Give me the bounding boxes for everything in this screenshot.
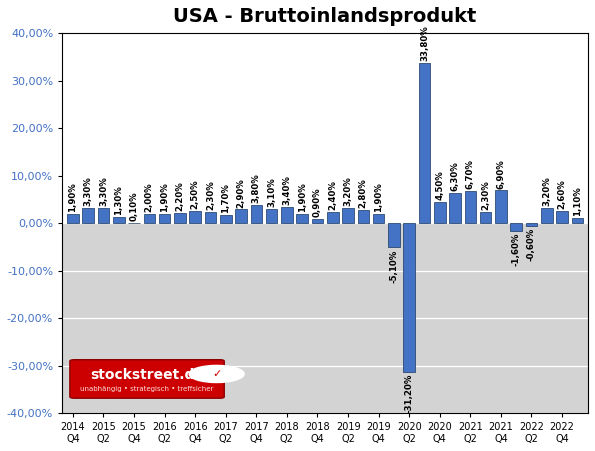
Text: 2,30%: 2,30% bbox=[206, 181, 215, 211]
Text: 2,90%: 2,90% bbox=[237, 178, 246, 207]
Bar bbox=[250, 205, 262, 223]
Text: 2,50%: 2,50% bbox=[191, 180, 200, 209]
Text: 1,10%: 1,10% bbox=[573, 186, 582, 216]
Circle shape bbox=[189, 365, 244, 382]
Text: 1,30%: 1,30% bbox=[114, 185, 123, 215]
Bar bbox=[67, 214, 79, 223]
Bar bbox=[327, 212, 339, 223]
Bar bbox=[312, 219, 323, 223]
Bar bbox=[83, 207, 94, 223]
Bar bbox=[62, 33, 588, 223]
Text: -1,60%: -1,60% bbox=[512, 233, 521, 266]
Text: 1,90%: 1,90% bbox=[298, 183, 306, 212]
Bar bbox=[358, 210, 369, 223]
Bar bbox=[98, 207, 109, 223]
Text: unabhängig • strategisch • treffsicher: unabhängig • strategisch • treffsicher bbox=[80, 386, 214, 392]
Text: 1,90%: 1,90% bbox=[374, 183, 383, 212]
Text: 3,30%: 3,30% bbox=[84, 176, 93, 206]
Bar bbox=[480, 212, 491, 223]
Text: 2,00%: 2,00% bbox=[145, 182, 154, 212]
Text: stockstreet.de: stockstreet.de bbox=[90, 368, 204, 382]
Bar bbox=[143, 214, 155, 223]
Bar bbox=[174, 213, 186, 223]
Text: 1,90%: 1,90% bbox=[68, 183, 77, 212]
Text: 3,10%: 3,10% bbox=[267, 177, 276, 207]
Text: ✓: ✓ bbox=[212, 369, 221, 379]
Text: 1,90%: 1,90% bbox=[160, 183, 169, 212]
Text: -0,60%: -0,60% bbox=[527, 228, 536, 261]
Bar bbox=[465, 191, 476, 223]
Bar bbox=[572, 218, 583, 223]
Bar bbox=[296, 214, 308, 223]
FancyBboxPatch shape bbox=[70, 360, 224, 398]
Text: 1,70%: 1,70% bbox=[221, 184, 230, 213]
Bar bbox=[236, 209, 247, 223]
Bar bbox=[556, 211, 568, 223]
Bar bbox=[373, 214, 384, 223]
Text: 2,40%: 2,40% bbox=[328, 180, 337, 210]
Text: -31,20%: -31,20% bbox=[405, 373, 414, 413]
Text: 6,90%: 6,90% bbox=[496, 159, 505, 189]
Bar bbox=[403, 223, 415, 372]
Bar bbox=[220, 215, 231, 223]
Bar bbox=[388, 223, 400, 248]
Bar bbox=[449, 193, 461, 223]
Bar bbox=[526, 223, 537, 226]
Bar bbox=[419, 63, 430, 223]
Text: -5,10%: -5,10% bbox=[389, 249, 399, 283]
Text: 33,80%: 33,80% bbox=[420, 25, 429, 60]
Text: 2,20%: 2,20% bbox=[176, 181, 184, 211]
Text: 2,30%: 2,30% bbox=[481, 181, 490, 211]
Text: 6,30%: 6,30% bbox=[450, 161, 459, 191]
Bar bbox=[113, 217, 124, 223]
Bar bbox=[511, 223, 522, 231]
Text: 3,20%: 3,20% bbox=[343, 176, 353, 206]
Text: 0,10%: 0,10% bbox=[130, 191, 139, 221]
Bar bbox=[281, 207, 293, 223]
Bar bbox=[189, 212, 201, 223]
Bar bbox=[495, 190, 507, 223]
Text: 0,90%: 0,90% bbox=[313, 188, 322, 217]
Bar bbox=[434, 202, 446, 223]
Text: 3,20%: 3,20% bbox=[542, 176, 552, 206]
Bar bbox=[205, 212, 216, 223]
Bar bbox=[62, 223, 588, 414]
Text: 6,70%: 6,70% bbox=[466, 160, 475, 189]
Title: USA - Bruttoinlandsprodukt: USA - Bruttoinlandsprodukt bbox=[174, 7, 477, 26]
Text: 4,50%: 4,50% bbox=[436, 170, 444, 200]
Text: 2,80%: 2,80% bbox=[359, 178, 368, 208]
Text: 3,40%: 3,40% bbox=[283, 175, 292, 205]
Bar bbox=[159, 214, 170, 223]
Bar bbox=[342, 208, 354, 223]
Bar bbox=[541, 208, 553, 223]
Text: 3,30%: 3,30% bbox=[99, 176, 108, 206]
Text: 3,80%: 3,80% bbox=[252, 174, 261, 203]
Text: 2,60%: 2,60% bbox=[558, 179, 566, 209]
Bar bbox=[266, 208, 277, 223]
